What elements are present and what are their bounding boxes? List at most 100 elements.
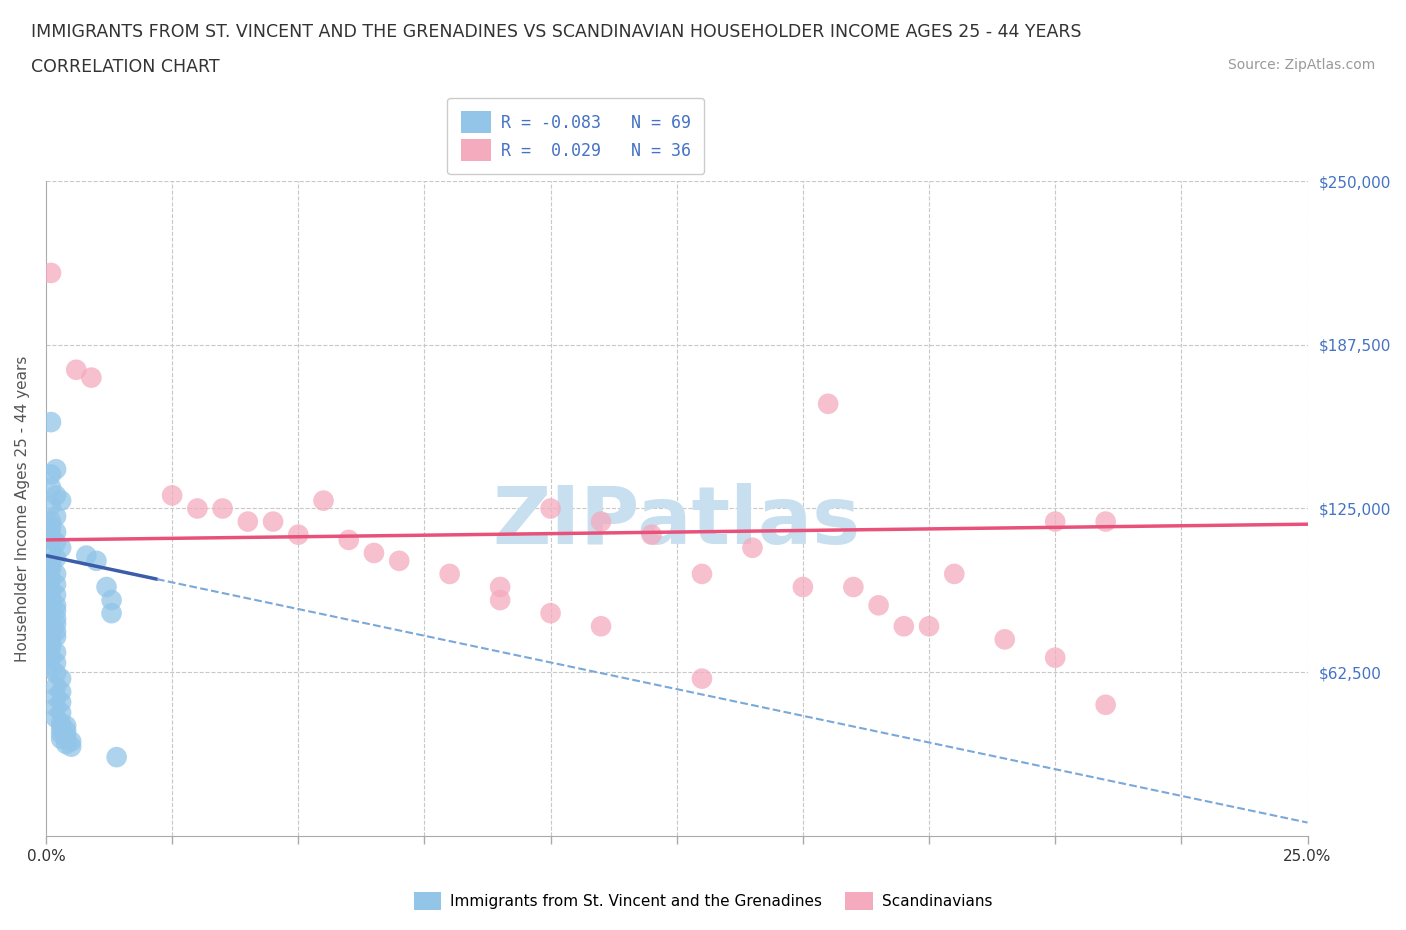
Point xyxy=(39,627,62,642)
Point xyxy=(100,592,122,607)
Point xyxy=(45,588,67,603)
Y-axis label: Householder Income Ages 25 - 44 years: Householder Income Ages 25 - 44 years xyxy=(15,355,30,661)
Point xyxy=(39,514,62,529)
Point xyxy=(792,579,814,594)
Point xyxy=(39,265,62,280)
Point xyxy=(39,533,62,548)
Point xyxy=(65,363,87,378)
Legend: R = -0.083   N = 69, R =  0.029   N = 36: R = -0.083 N = 69, R = 0.029 N = 36 xyxy=(447,98,704,174)
Point xyxy=(49,726,72,741)
Point xyxy=(589,618,612,633)
Point xyxy=(39,498,62,513)
Point xyxy=(55,724,77,738)
Point xyxy=(211,501,233,516)
Point xyxy=(312,493,335,508)
Point xyxy=(640,527,662,542)
Point xyxy=(337,533,360,548)
Point xyxy=(439,566,461,581)
Point xyxy=(100,605,122,620)
Point xyxy=(918,618,941,633)
Point xyxy=(60,734,83,749)
Point xyxy=(236,514,259,529)
Point xyxy=(868,598,890,613)
Point xyxy=(39,590,62,604)
Point xyxy=(49,695,72,710)
Point xyxy=(45,509,67,524)
Point xyxy=(39,608,62,623)
Point xyxy=(39,415,62,430)
Point xyxy=(489,592,512,607)
Text: ZIPatlas: ZIPatlas xyxy=(492,483,860,561)
Point xyxy=(943,566,966,581)
Point xyxy=(60,739,83,754)
Point xyxy=(45,679,67,694)
Text: IMMIGRANTS FROM ST. VINCENT AND THE GRENADINES VS SCANDINAVIAN HOUSEHOLDER INCOM: IMMIGRANTS FROM ST. VINCENT AND THE GREN… xyxy=(31,23,1081,41)
Point xyxy=(45,611,67,626)
Point xyxy=(1045,514,1067,529)
Point xyxy=(49,540,72,555)
Point xyxy=(39,614,62,629)
Point xyxy=(39,650,62,665)
Point xyxy=(39,640,62,655)
Point xyxy=(75,548,97,563)
Point xyxy=(80,370,103,385)
Point xyxy=(105,750,128,764)
Point xyxy=(39,546,62,561)
Point xyxy=(45,624,67,639)
Point xyxy=(186,501,208,516)
Point xyxy=(540,501,562,516)
Point xyxy=(45,488,67,503)
Point xyxy=(39,467,62,482)
Text: Source: ZipAtlas.com: Source: ZipAtlas.com xyxy=(1227,58,1375,72)
Point xyxy=(388,553,411,568)
Point xyxy=(45,700,67,715)
Point xyxy=(55,737,77,751)
Point xyxy=(39,527,62,542)
Point xyxy=(39,582,62,597)
Point xyxy=(96,579,118,594)
Point xyxy=(1045,650,1067,665)
Point xyxy=(39,592,62,607)
Point xyxy=(49,731,72,746)
Point xyxy=(45,656,67,671)
Point xyxy=(1094,698,1116,712)
Point xyxy=(741,540,763,555)
Point xyxy=(45,462,67,477)
Point xyxy=(45,566,67,581)
Point xyxy=(363,546,385,561)
Point xyxy=(39,618,62,633)
Point xyxy=(45,711,67,725)
Point xyxy=(55,718,77,733)
Point xyxy=(842,579,865,594)
Point xyxy=(589,514,612,529)
Point xyxy=(49,493,72,508)
Point xyxy=(45,689,67,704)
Point xyxy=(690,671,713,686)
Legend: Immigrants from St. Vincent and the Grenadines, Scandinavians: Immigrants from St. Vincent and the Gren… xyxy=(406,884,1000,918)
Point xyxy=(1094,514,1116,529)
Point xyxy=(45,551,67,565)
Point xyxy=(45,535,67,550)
Point xyxy=(49,721,72,736)
Point xyxy=(45,577,67,591)
Point xyxy=(49,684,72,699)
Point xyxy=(49,671,72,686)
Point xyxy=(45,645,67,660)
Point xyxy=(45,617,67,631)
Point xyxy=(45,630,67,644)
Point xyxy=(39,556,62,571)
Point xyxy=(690,566,713,581)
Point xyxy=(287,527,309,542)
Point xyxy=(55,729,77,744)
Point xyxy=(45,598,67,613)
Point xyxy=(893,618,915,633)
Point xyxy=(39,480,62,495)
Point xyxy=(49,705,72,720)
Point xyxy=(540,605,562,620)
Point xyxy=(39,660,62,675)
Point xyxy=(994,631,1017,646)
Point xyxy=(39,634,62,649)
Point xyxy=(817,396,839,411)
Point xyxy=(45,525,67,539)
Point xyxy=(39,605,62,620)
